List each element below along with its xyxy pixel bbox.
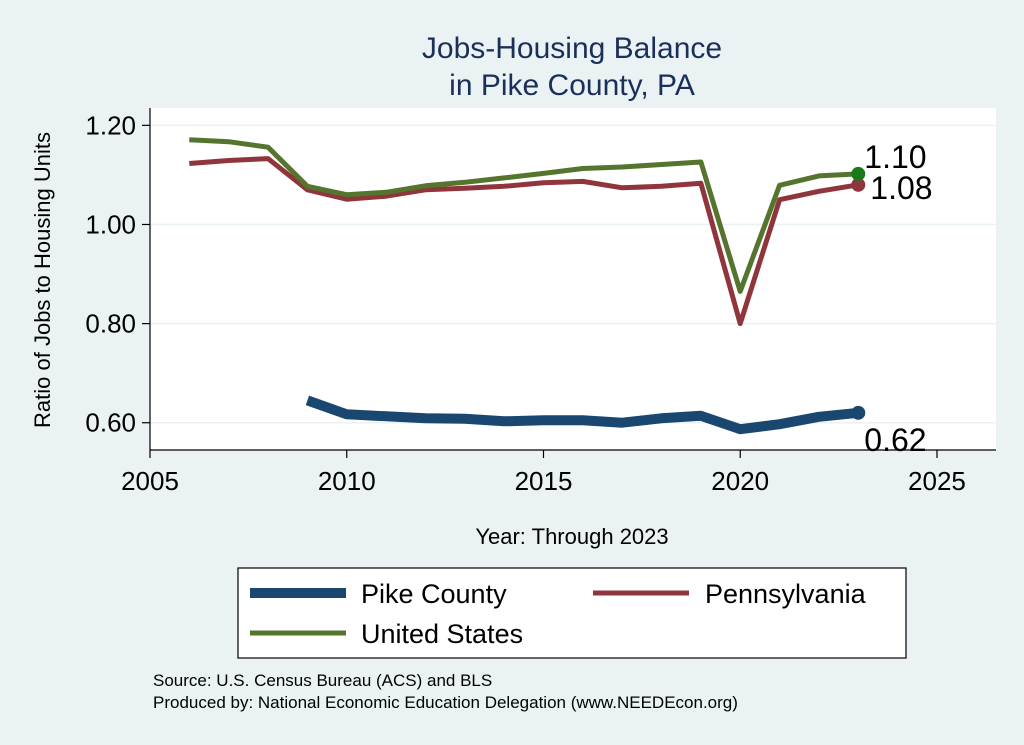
- end-marker-united-states: [851, 166, 866, 181]
- series-lines: [189, 137, 859, 435]
- end-marker-pennsylvania: [851, 177, 866, 192]
- chart-title-line-2: in Pike County, PA: [449, 69, 695, 102]
- y-tick-label: 1.20: [85, 110, 136, 140]
- series-line-united-states: [189, 137, 859, 294]
- y-tick-label: 0.80: [85, 309, 136, 339]
- x-tick-label: 2015: [515, 466, 573, 496]
- end-label-pike-county: 0.62: [864, 422, 926, 458]
- x-tick-label: 2020: [711, 466, 769, 496]
- end-label-pennsylvania: 1.08: [870, 170, 932, 206]
- legend-item-united-states: United States: [250, 619, 523, 649]
- x-tick-label: 2005: [121, 466, 179, 496]
- end-markers: [851, 166, 866, 420]
- y-axis-title: Ratio of Jobs to Housing Units: [30, 132, 55, 428]
- x-tick-label: 2025: [908, 466, 966, 496]
- plot-area: [150, 108, 996, 450]
- axis-ticks: 0.60 0.80 1.00 1.20 2005 2010 2015 2020 2025: [85, 110, 966, 496]
- legend-item-pike-county: Pike County: [250, 579, 507, 609]
- legend-item-pennsylvania: Pennsylvania: [593, 579, 867, 609]
- legend-label-united-states: United States: [361, 619, 523, 649]
- end-label-united-states: 1.10: [864, 139, 926, 175]
- legend-box: [237, 567, 907, 659]
- producer-note: Produced by: National Economic Education…: [153, 693, 738, 712]
- end-marker-pike-county: [851, 405, 866, 420]
- legend-label-pennsylvania: Pennsylvania: [705, 579, 867, 609]
- series-line-pike-county: [305, 395, 859, 435]
- x-tick-label: 2010: [318, 466, 376, 496]
- series-line-pennsylvania: [189, 156, 859, 327]
- x-axis-title: Year: Through 2023: [475, 524, 668, 549]
- end-labels: 0.62 1.081.10: [864, 139, 932, 458]
- source-note: Source: U.S. Census Bureau (ACS) and BLS: [153, 671, 492, 690]
- y-tick-label: 1.00: [85, 209, 136, 239]
- y-tick-label: 0.60: [85, 408, 136, 438]
- gridlines: [150, 124, 996, 424]
- legend-label-pike-county: Pike County: [361, 579, 507, 609]
- chart-title-line-1: Jobs-Housing Balance: [422, 32, 722, 65]
